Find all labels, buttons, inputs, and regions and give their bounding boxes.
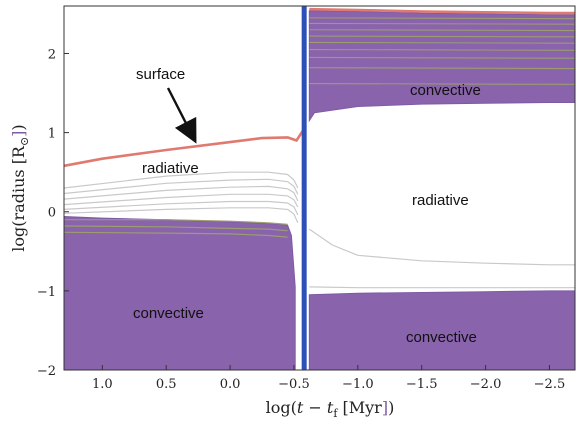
x-tick-label: 1.0	[92, 377, 113, 392]
x-tick-label: −2.5	[534, 377, 566, 392]
annotation-convective-bottom-right: convective	[406, 329, 477, 346]
y-tick-label: 2	[48, 47, 56, 62]
y-tick-label: 1	[48, 127, 56, 142]
x-tick-label: −1.5	[406, 377, 438, 392]
shell-line-right	[309, 229, 575, 265]
x-tick-label: −0.5	[278, 377, 310, 392]
annotation-surface: surface	[136, 66, 185, 83]
annotation-convective-left: convective	[133, 305, 204, 322]
x-tick-label: 0.0	[220, 377, 241, 392]
y-tick-label: 0	[48, 206, 56, 221]
x-tick-label: −1.0	[342, 377, 374, 392]
convective-envelope-right	[309, 11, 575, 121]
annotation-radiative-left: radiative	[142, 160, 199, 177]
annotation-radiative-right: radiative	[412, 192, 469, 209]
y-axis-label: log(radius [R⊙])	[9, 124, 31, 251]
convective-core-left	[64, 217, 295, 371]
shell-line-left	[64, 186, 298, 200]
annotation-convective-top-right: convective	[410, 82, 481, 99]
x-tick-label: 0.5	[156, 377, 177, 392]
surface-arrow	[168, 88, 191, 133]
x-tick-label: −2.0	[470, 377, 502, 392]
x-axis-label: log(t − tf [Myr])	[266, 398, 395, 420]
y-tick-label: −1	[37, 285, 56, 300]
shell-line-right	[309, 287, 575, 288]
y-tick-label: −2	[37, 364, 56, 379]
